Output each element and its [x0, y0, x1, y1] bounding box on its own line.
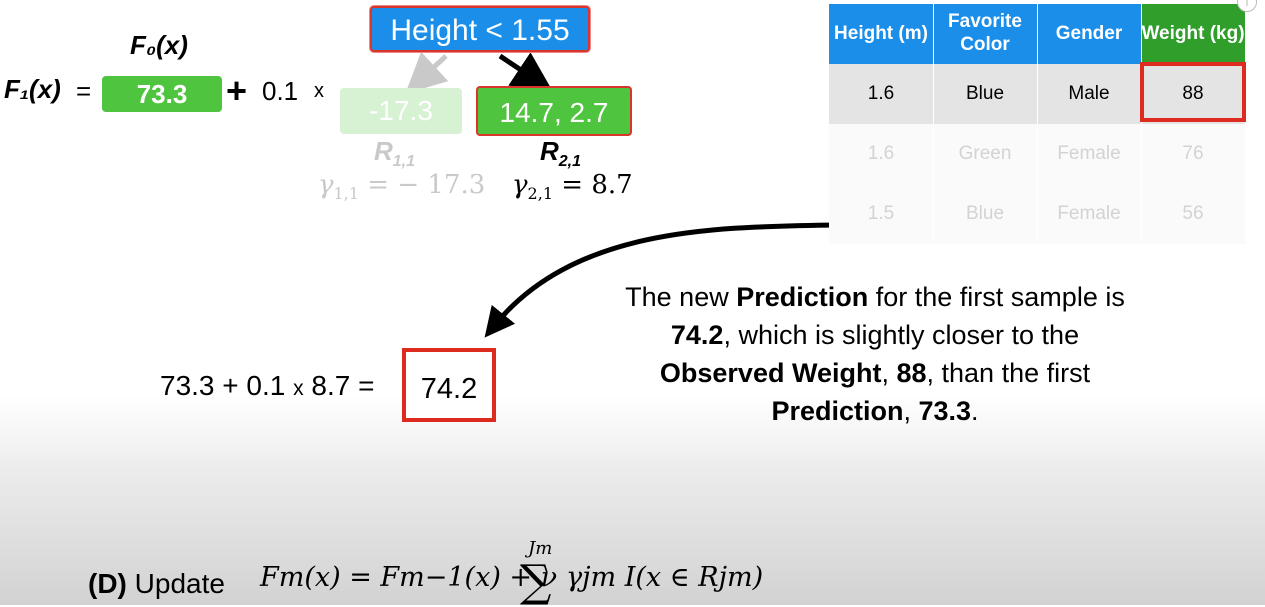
region-r11-label: R1,1 [374, 136, 416, 170]
f1-label: F₁(x) [4, 74, 61, 104]
explanation-text: The new Prediction for the first sample … [625, 282, 1125, 426]
equals-sign: = [76, 76, 92, 106]
region-r21-label: R2,1 [540, 136, 582, 170]
data-table: Height (m) Favorite Color Gender Weight … [829, 4, 1245, 244]
left-branch-arrow [405, 51, 449, 94]
table-cell: Female [1037, 124, 1141, 184]
update-formula-tail: γjm I(x ∈ Rjm) [566, 562, 764, 593]
tree-right-leaf: 14.7, 2.7 [476, 86, 632, 136]
table-cell: 1.6 [829, 124, 933, 184]
learning-rate: 0.1 [262, 76, 299, 106]
step-d-label: (D) Update [88, 568, 225, 599]
table-cell: Green [933, 124, 1037, 184]
table-divider [933, 4, 934, 244]
table-header-color: Favorite Color [933, 4, 1037, 64]
right-branch-arrow [498, 52, 553, 92]
f0-label: F₀(x) [130, 30, 188, 60]
table-cell: Blue [933, 64, 1037, 124]
table-header-height: Height (m) [829, 4, 933, 64]
f0-value-box: 73.3 [102, 76, 222, 112]
gamma-11: γ1,1 = − 17.3 [318, 170, 486, 203]
plus-sign: + [226, 70, 248, 111]
table-divider [1141, 4, 1142, 244]
table-cell: Female [1037, 184, 1141, 244]
sum-symbol: ∑ [520, 556, 552, 607]
times-sign: x [314, 80, 324, 102]
table-cell: 56 [1141, 184, 1245, 244]
observed-weight-highlight [1140, 62, 1246, 122]
table-cell: Blue [933, 184, 1037, 244]
table-header-gender: Gender [1037, 4, 1141, 64]
table-header-weight: Weight (kg) [1141, 4, 1245, 64]
table-cell: 76 [1141, 124, 1245, 184]
tree-left-leaf: -17.3 [340, 88, 462, 134]
table-cell: 1.6 [829, 64, 933, 124]
table-divider [1037, 4, 1038, 244]
tree-root-node: Height < 1.55 [370, 6, 590, 52]
table-cell: Male [1037, 64, 1141, 124]
new-prediction-box: 74.2 [402, 348, 496, 422]
prediction-calculation: 73.3 + 0.1 x 8.7 = [160, 370, 375, 401]
sum-upper-limit: Jm [528, 538, 553, 559]
table-cell: 88 [1141, 64, 1245, 124]
table-cell: 1.5 [829, 184, 933, 244]
gamma-21: γ2,1 = 8.7 [512, 170, 633, 203]
update-formula: Fm(x) = Fm−1(x) + ν [260, 562, 558, 593]
